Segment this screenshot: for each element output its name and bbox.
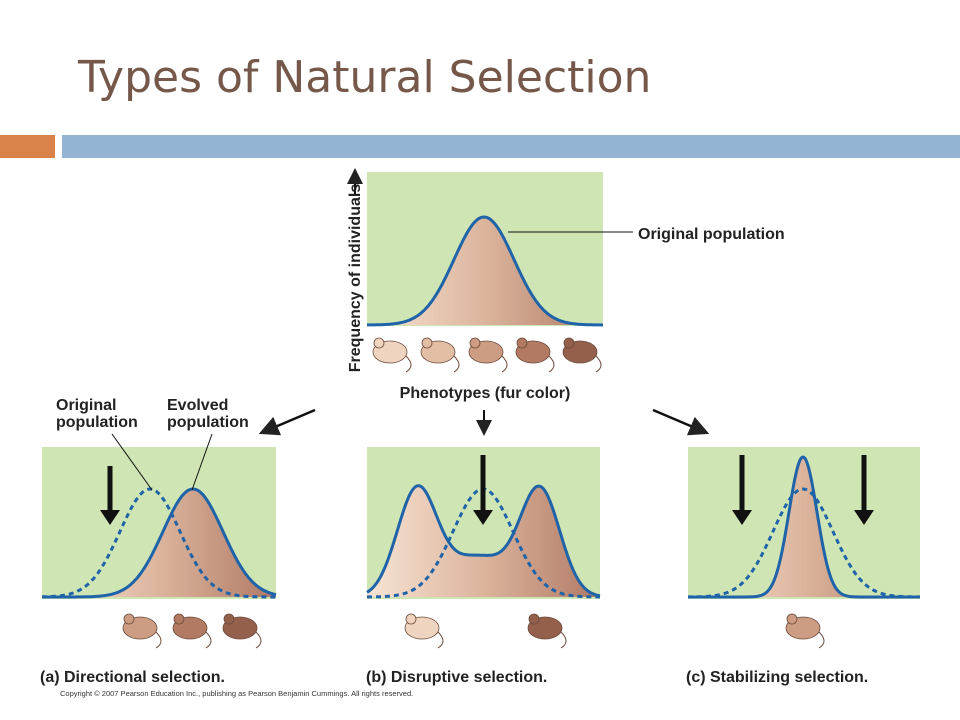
population-curve	[688, 455, 920, 599]
mouse-ear	[563, 337, 575, 349]
mouse-tail	[560, 631, 567, 649]
header-bar	[62, 135, 960, 158]
curve-fill	[367, 217, 603, 325]
mouse-ear	[123, 613, 135, 625]
flow-arrow	[652, 408, 710, 436]
y-axis-label: Frequency of individuals	[347, 184, 364, 373]
mouse-tail	[453, 355, 460, 373]
leader-line	[111, 433, 153, 491]
mouse-tail	[155, 631, 162, 649]
original-curve	[42, 487, 276, 599]
curve-fill	[688, 457, 920, 597]
population-curve	[367, 215, 603, 327]
x-axis-label: Phenotypes (fur color)	[400, 385, 571, 402]
mouse-ear	[405, 613, 417, 625]
caption: (a) Directional selection.	[40, 669, 225, 686]
original-curve	[688, 487, 920, 599]
population-curve	[42, 487, 277, 599]
mouse-tail	[818, 631, 825, 649]
mouse-ear	[223, 613, 235, 625]
arrows	[100, 168, 874, 525]
mouse-ear	[516, 337, 528, 349]
mouse-ear	[173, 613, 185, 625]
mouse-tail	[405, 355, 412, 373]
mouse-tail	[501, 355, 508, 373]
mouse-ear	[786, 613, 798, 625]
copyright: Copyright © 2007 Pearson Education Inc.,…	[60, 689, 413, 698]
curve-label: Original population	[638, 226, 785, 243]
mouse-tail	[595, 355, 602, 373]
mice	[122, 337, 825, 649]
mouse-ear	[528, 613, 540, 625]
mouse-tail	[255, 631, 262, 649]
flow-arrow	[258, 408, 316, 436]
mouse-ear	[421, 337, 433, 349]
population-curve	[366, 484, 601, 598]
mouse-tail	[205, 631, 212, 649]
evolved-label: Evolved population	[167, 397, 249, 431]
slide-title: Types of Natural Selection	[78, 52, 652, 103]
curve-fill	[367, 485, 600, 597]
mouse-ear	[469, 337, 481, 349]
mouse-ear	[373, 337, 385, 349]
caption: (b) Disruptive selection.	[366, 669, 547, 686]
original-label: Original population	[56, 397, 138, 431]
leader-line	[191, 433, 213, 491]
caption: (c) Stabilizing selection.	[686, 669, 868, 686]
curves	[42, 215, 920, 599]
mouse-tail	[437, 631, 444, 649]
accent-bar	[0, 135, 55, 158]
mouse-tail	[548, 355, 555, 373]
